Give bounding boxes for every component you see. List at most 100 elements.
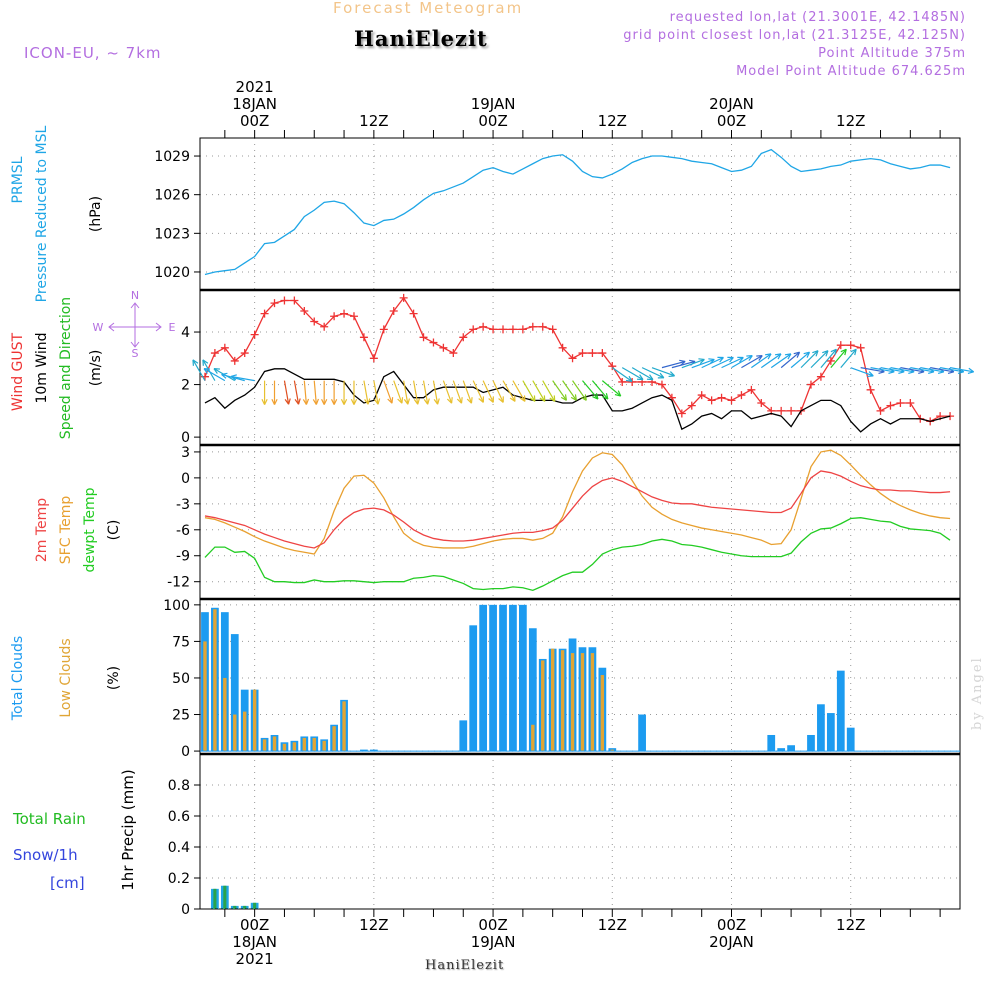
wind-arrow-head	[765, 353, 772, 360]
wind-arrow-head	[202, 359, 209, 366]
wind-arrow-head	[519, 395, 526, 402]
low-cloud-bar	[252, 689, 257, 752]
low-cloud-bar	[213, 609, 217, 752]
wind-arrow-head	[793, 351, 801, 358]
wind-arrow-head	[625, 375, 633, 382]
gust-marker	[449, 349, 458, 358]
wind-arrow-head	[364, 398, 371, 405]
gust-marker	[489, 325, 498, 334]
wind-arrow-head	[580, 394, 587, 401]
gust-marker	[876, 406, 885, 415]
wind-direction-arrow	[313, 380, 317, 405]
wind-arrow-head	[203, 368, 211, 374]
gust-marker	[349, 312, 358, 321]
gust-marker	[409, 309, 418, 318]
wind-direction-arrow	[780, 351, 800, 369]
rain-bar-inner	[243, 905, 247, 909]
wind-direction-arrow	[462, 380, 473, 404]
clouds-ytick-label: 75	[172, 634, 190, 650]
wind-arrow-head	[374, 398, 381, 405]
sfc-temp-label: SFC Temp	[58, 496, 74, 565]
wind-direction-arrow	[790, 351, 810, 369]
total-cloud-bar	[807, 734, 815, 752]
wind-direction-arrow	[383, 380, 393, 404]
wind-arrow-head	[840, 348, 847, 356]
gust-marker	[528, 322, 537, 331]
footer-station: HaniElezit	[425, 958, 505, 973]
gust-marker	[866, 385, 875, 394]
wind-direction-arrow	[542, 380, 556, 402]
wind-arrow-head	[423, 398, 430, 405]
rain-bar-inner	[253, 902, 257, 909]
total-cloud-bar	[369, 749, 378, 752]
total-cloud-bar	[608, 748, 617, 752]
temperature-frame	[199, 444, 961, 600]
wind-arrow-head	[717, 356, 724, 363]
bottom-time-label: 12Z	[598, 916, 627, 934]
low-cloud-bar	[580, 653, 585, 752]
low-cloud-bar	[223, 677, 227, 752]
wind-arrow-head	[340, 398, 348, 405]
wind-arrow-head	[539, 395, 546, 402]
prmsl-label: PRMSL	[10, 156, 26, 203]
precip-ytick-label: 0.8	[168, 778, 190, 794]
low-cloud-bar	[590, 653, 595, 752]
gust-line	[204, 296, 951, 423]
bottom-time-label: 19JAN	[471, 933, 516, 951]
compass-arrows-icon	[108, 302, 162, 348]
wind-direction-arrow	[641, 367, 665, 379]
gust-marker	[558, 343, 567, 352]
wind-direction-arrow	[472, 380, 484, 403]
wind-arrow-head	[213, 368, 221, 374]
gust-marker	[618, 377, 627, 386]
wind-direction-arrow	[202, 359, 216, 381]
gust-marker	[538, 322, 547, 331]
wind-arrow-head	[403, 398, 411, 405]
precip-frame	[199, 753, 961, 910]
wind-arrow-head	[774, 353, 782, 360]
temp-2m-line	[204, 470, 951, 549]
wind-direction-arrow	[203, 368, 226, 382]
wind-direction-arrow	[512, 380, 526, 402]
wind-direction-arrow	[651, 367, 675, 377]
temp-2m-label: 2m Temp	[34, 498, 50, 562]
low-cloud-bar	[312, 737, 316, 752]
gust-marker	[886, 401, 895, 410]
rain-bar-inner	[213, 888, 217, 909]
wind-direction-arrow	[830, 348, 847, 369]
wind-direction-arrow	[363, 380, 369, 405]
wind-arrow-head	[698, 358, 705, 365]
wind-arrow-head	[614, 390, 622, 397]
total-cloud-bar	[826, 713, 835, 752]
wind-direction-arrow	[502, 380, 516, 402]
wind-direction-arrow	[860, 367, 885, 373]
wind-direction-arrow	[850, 367, 874, 377]
top-time-label: 12Z	[359, 112, 388, 130]
wind-speed-line	[204, 368, 951, 433]
watermark: by Angel	[970, 656, 985, 730]
gust-marker	[389, 307, 398, 316]
gust-marker	[419, 333, 428, 342]
product-title: Forecast Meteogram	[333, 0, 524, 17]
wind-ytick-label: 2	[181, 378, 190, 394]
top-time-label: 12Z	[598, 112, 627, 130]
total-cloud-bar	[459, 720, 468, 752]
clouds-ytick-label: 25	[172, 708, 190, 724]
wind-arrow-head	[668, 371, 676, 378]
precip-ytick-label: 0	[181, 902, 190, 918]
wind-arrow-head	[433, 398, 440, 405]
gust-marker	[518, 325, 527, 334]
wind-direction-arrow	[949, 367, 974, 373]
total-cloud-bar	[489, 604, 497, 752]
wind-arrow-head	[321, 398, 328, 405]
wind-direction-arrow	[403, 380, 409, 405]
gust-marker	[300, 307, 309, 316]
wind-direction-arrow	[442, 380, 453, 404]
total-cloud-bar	[817, 704, 825, 752]
wind-arrow-head	[746, 355, 753, 361]
clouds-ytick-label: 50	[172, 671, 190, 687]
low-cloud-bar	[342, 701, 346, 752]
wind-direction-arrow	[611, 367, 633, 382]
gust-marker	[657, 380, 666, 389]
gust-marker	[469, 325, 478, 334]
